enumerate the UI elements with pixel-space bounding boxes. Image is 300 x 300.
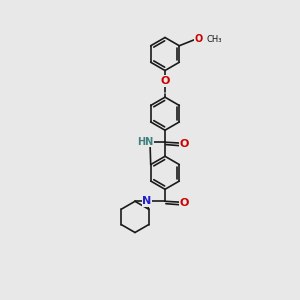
Text: O: O — [160, 76, 170, 86]
Text: O: O — [179, 198, 189, 208]
Text: HN: HN — [137, 136, 153, 147]
Text: O: O — [179, 139, 189, 149]
Text: O: O — [195, 34, 203, 44]
Text: N: N — [142, 196, 152, 206]
Text: CH₃: CH₃ — [206, 34, 222, 43]
